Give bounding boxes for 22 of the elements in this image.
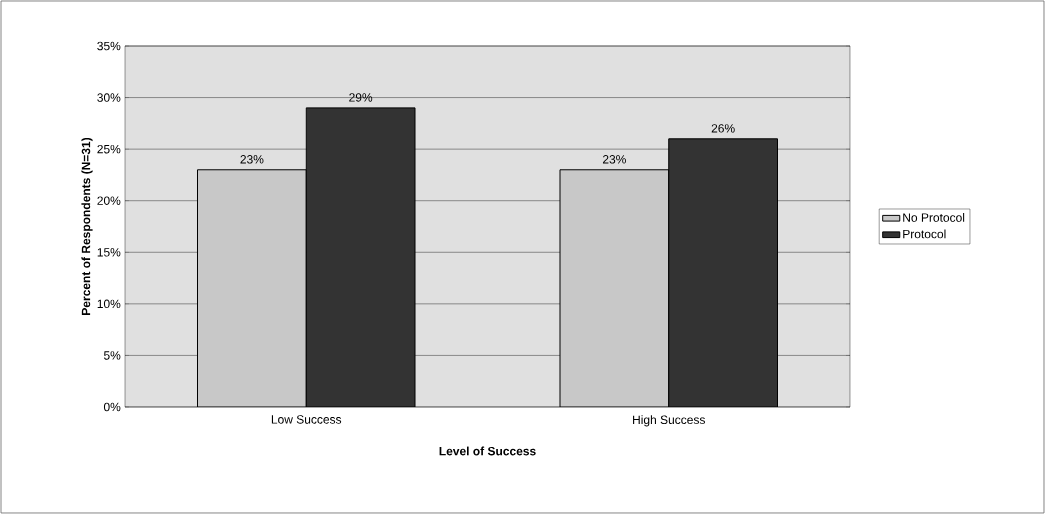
y-tick-label: 20%: [97, 196, 121, 205]
x-axis-title: Level of Success: [439, 446, 536, 456]
y-tick-label: 35%: [97, 41, 121, 51]
y-tick-label: 30%: [97, 93, 121, 102]
data-label: 23%: [240, 155, 264, 164]
y-tick-label: 15%: [97, 248, 121, 257]
data-label: 26%: [711, 124, 735, 133]
bar: [668, 138, 778, 407]
y-tick-label: 25%: [97, 144, 121, 154]
y-tick-label: 5%: [103, 351, 121, 360]
data-label: 23%: [602, 155, 626, 164]
bar: [305, 107, 416, 407]
bar: [559, 169, 670, 407]
legend-label: Protocol: [903, 229, 946, 239]
data-label: 29%: [349, 93, 373, 102]
x-tick-label: Low Success: [271, 415, 342, 424]
y-tick-label: 10%: [97, 299, 121, 309]
legend-label: No Protocol: [903, 213, 965, 222]
x-tick-label: High Success: [633, 415, 705, 427]
y-tick-label: 0%: [103, 402, 121, 412]
bar: [197, 169, 307, 407]
y-axis-title: Percent of Respondents (N=31): [81, 137, 93, 315]
